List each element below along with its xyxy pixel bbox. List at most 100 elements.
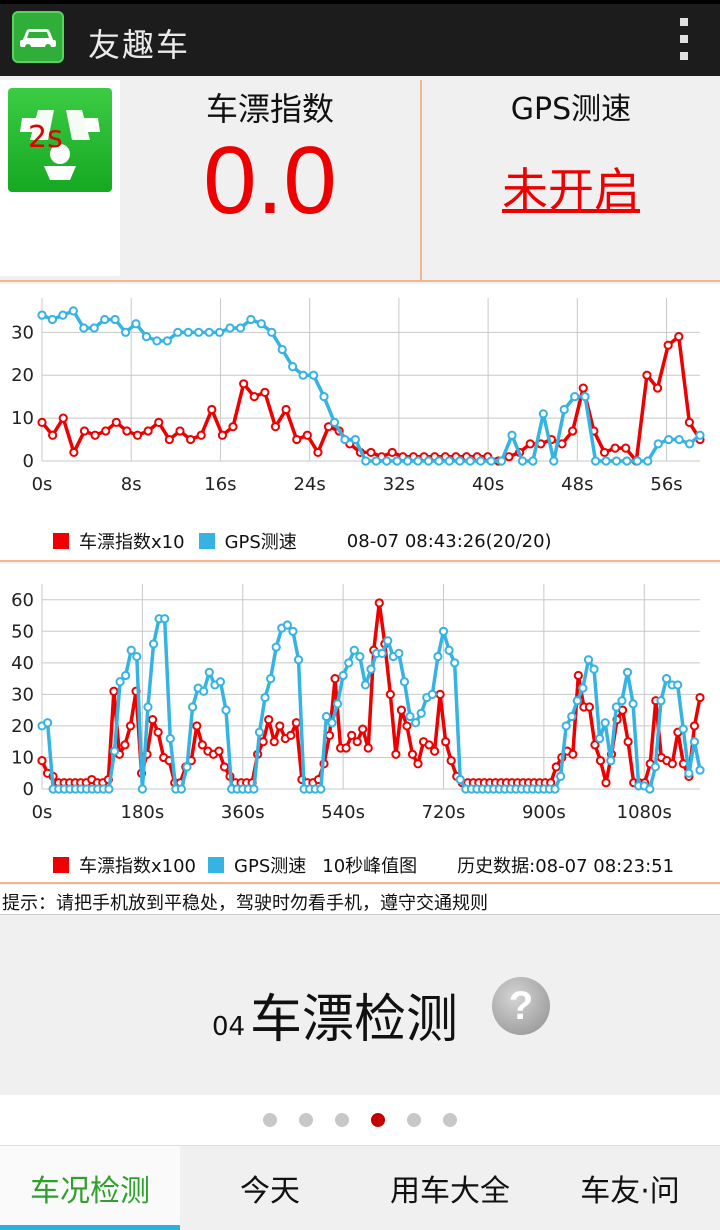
data-point xyxy=(392,456,402,466)
data-point xyxy=(595,756,606,766)
data-point xyxy=(568,426,578,436)
page-dot[interactable] xyxy=(335,1113,349,1127)
tab-vehicle-check[interactable]: 车况检测 xyxy=(0,1146,180,1230)
feature-banner[interactable]: 04 车漂检测 ? xyxy=(0,915,720,1095)
legend-gps-label: GPS测速 xyxy=(224,532,297,553)
x-tick-label: 1080s xyxy=(617,802,672,823)
data-point xyxy=(286,730,296,740)
data-point xyxy=(204,667,214,677)
drift-interval-badge: 2s xyxy=(28,120,63,155)
page-dot[interactable] xyxy=(299,1113,313,1127)
data-point xyxy=(111,417,121,427)
data-point xyxy=(622,667,633,677)
data-point xyxy=(143,426,153,436)
data-point xyxy=(42,718,53,728)
drift-summary-panel: 2s 车漂指数 0.0 GPS测速 未开启 xyxy=(0,76,720,282)
status-bar xyxy=(0,0,720,4)
data-point xyxy=(599,447,610,458)
data-point xyxy=(175,426,185,436)
data-point xyxy=(214,746,224,756)
data-point xyxy=(132,430,143,440)
data-point xyxy=(225,323,235,333)
overflow-menu-icon[interactable] xyxy=(678,18,690,60)
data-point xyxy=(48,430,58,440)
x-tick-label: 180s xyxy=(121,802,165,823)
x-tick-label: 8s xyxy=(121,474,142,495)
data-point xyxy=(194,327,204,337)
x-tick-label: 360s xyxy=(221,802,265,823)
data-point xyxy=(377,648,387,658)
page-dot[interactable] xyxy=(443,1113,457,1127)
data-point xyxy=(217,430,228,440)
data-point xyxy=(152,336,162,346)
data-point xyxy=(371,456,381,466)
data-point xyxy=(266,674,276,684)
page-dot[interactable] xyxy=(407,1113,421,1127)
question-icon[interactable]: ? xyxy=(492,977,550,1035)
data-point xyxy=(678,724,688,734)
data-point xyxy=(450,658,460,668)
legend-drift-swatch xyxy=(53,533,69,549)
data-point xyxy=(684,417,694,427)
data-point xyxy=(269,737,279,747)
data-point xyxy=(528,456,538,466)
data-point xyxy=(465,456,475,466)
data-point xyxy=(137,784,147,794)
data-point xyxy=(559,404,569,415)
data-point xyxy=(90,430,100,440)
data-point xyxy=(219,762,230,772)
data-point xyxy=(313,447,323,458)
x-tick-label: 0s xyxy=(32,474,53,495)
y-tick-label: 40 xyxy=(11,653,34,674)
tab-car-guide[interactable]: 用车大全 xyxy=(390,1174,510,1209)
data-point xyxy=(434,456,444,466)
page-dot[interactable] xyxy=(263,1113,277,1127)
data-point xyxy=(435,689,445,699)
data-point xyxy=(349,645,359,655)
data-point xyxy=(131,319,141,329)
data-point xyxy=(391,749,401,759)
drift-detect-icon[interactable]: 2s xyxy=(0,80,120,276)
data-point xyxy=(282,620,292,630)
series-line xyxy=(41,309,702,463)
data-point xyxy=(89,323,99,333)
data-point xyxy=(413,456,423,466)
series-line xyxy=(40,334,702,463)
data-point xyxy=(361,456,371,466)
tab-car-friends-qa[interactable]: 车友·问 xyxy=(580,1174,680,1209)
page-dot[interactable] xyxy=(371,1113,385,1127)
tab-today[interactable]: 今天 xyxy=(240,1174,300,1209)
data-point xyxy=(455,774,465,785)
realtime-chart-legend: 车漂指数x10 GPS测速 08-07 08:43:26(20/20) xyxy=(0,526,720,556)
gps-status-link[interactable]: 未开启 xyxy=(502,163,640,217)
data-point xyxy=(132,651,142,662)
data-point xyxy=(126,645,136,655)
data-point xyxy=(196,430,206,440)
data-point xyxy=(187,702,198,712)
data-point xyxy=(538,409,548,419)
data-point xyxy=(37,417,47,427)
data-point xyxy=(176,784,187,794)
data-point xyxy=(645,784,655,794)
data-point xyxy=(610,443,620,453)
data-point xyxy=(621,443,631,453)
y-tick-label: 10 xyxy=(11,408,34,429)
data-point xyxy=(254,727,265,737)
page-indicator xyxy=(0,1095,720,1145)
data-point xyxy=(555,771,566,781)
data-point xyxy=(340,434,350,445)
data-point xyxy=(642,370,652,380)
data-point xyxy=(148,639,159,649)
data-point xyxy=(455,456,465,466)
data-point xyxy=(580,392,590,402)
data-point xyxy=(550,784,560,794)
data-point xyxy=(109,746,120,756)
car-icon[interactable] xyxy=(12,11,64,63)
data-point xyxy=(684,768,694,778)
data-point xyxy=(427,689,437,699)
data-point xyxy=(525,439,535,449)
data-point xyxy=(207,404,217,415)
data-point xyxy=(291,718,301,728)
data-point xyxy=(281,404,291,415)
data-point xyxy=(204,327,214,337)
